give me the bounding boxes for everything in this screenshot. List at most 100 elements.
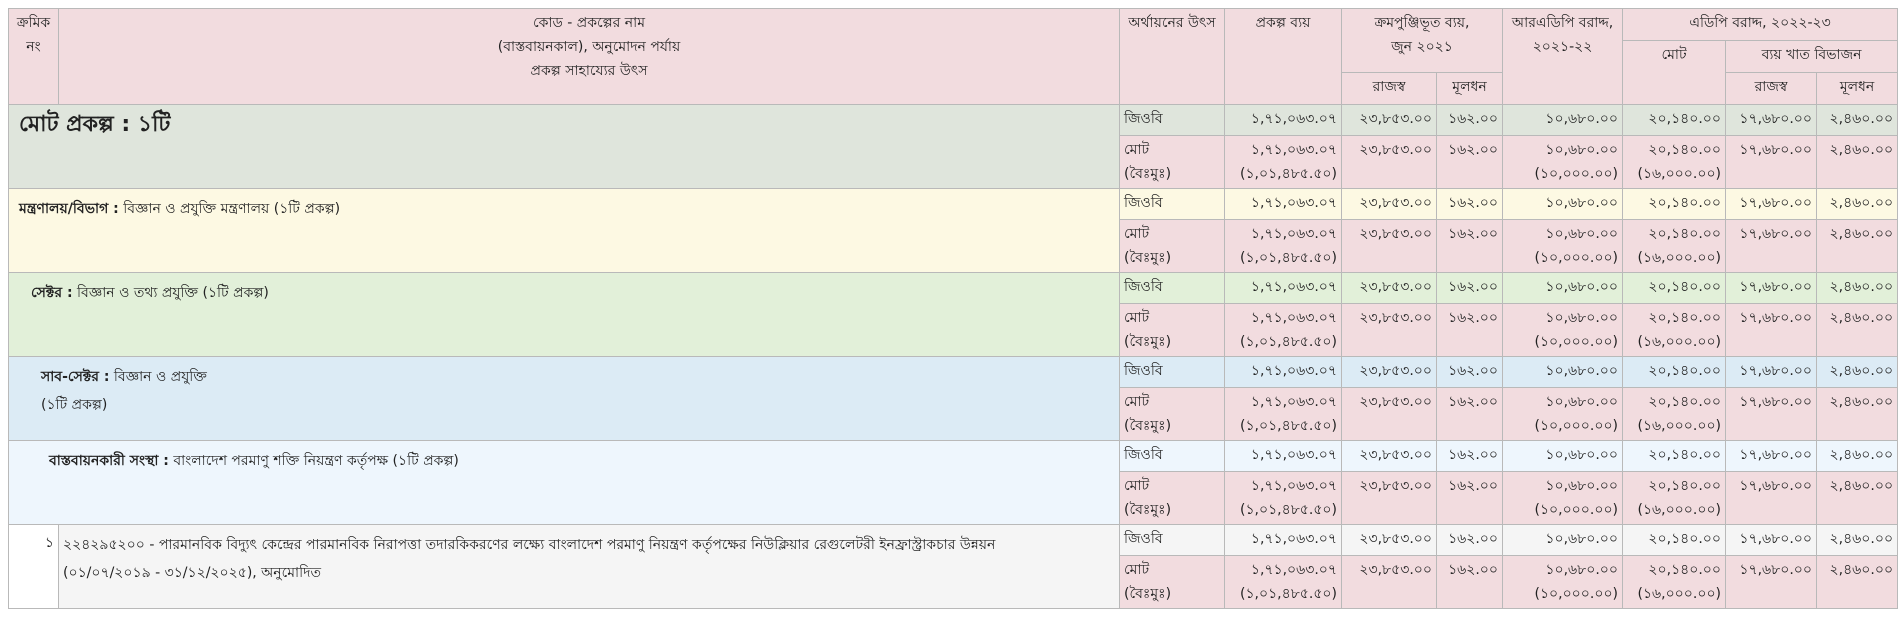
value-text: ২৩,৮৫৩.০০ [1359, 363, 1432, 379]
value-text: ১০,৬৮০.০০ [1545, 226, 1619, 242]
header-revenue: রাজস্ব [1341, 72, 1437, 105]
value-cell: ২,৪৬০.০০ [1816, 188, 1899, 220]
value-text: ১৭,৬৮০.০০ [1739, 226, 1813, 242]
label-line: (১টি প্রকল্প) [41, 391, 1115, 419]
section-label: সেক্টর : বিজ্ঞান ও তথ্য প্রযুক্তি (১টি প… [8, 272, 1120, 357]
header-text: ক্রমিক [16, 15, 51, 31]
value-text: ২,৪৬০.০০ [1829, 195, 1894, 211]
table-row: ১ ২২৪২৯৫২০০ - পারমানবিক বিদ্যুৎ কেন্দ্রের… [8, 524, 1899, 609]
value-text: ১৭,৬৮০.০০ [1739, 111, 1813, 127]
header-row: ক্রমিক নং কোড - প্রকল্পের নাম (বাস্তবায়নক… [8, 8, 1899, 105]
header-revenue: রাজস্ব [1725, 72, 1818, 105]
source-text: মোট [1124, 310, 1150, 326]
value-text: ১৬২.০০ [1448, 363, 1499, 379]
value-text: ২৩,৮৫৩.০০ [1359, 394, 1432, 410]
value-text: ২৩,৮৫৩.০০ [1359, 531, 1432, 547]
source-text: জিওবি [1124, 363, 1163, 379]
source-cell: মোট (বৈঃমুঃ) [1119, 387, 1225, 441]
header-text: ক্রমপুঞ্জিভূত ব্যয়, [1374, 15, 1470, 31]
value-text: ২০,১৪০.০০ [1648, 226, 1722, 242]
value-text: ২,৪৬০.০০ [1829, 226, 1894, 242]
header-adp-total: মোট [1622, 40, 1727, 105]
value-text: (১৬,০০০.০০) [1637, 334, 1722, 350]
value-text: ২৩,৮৫৩.০০ [1359, 195, 1432, 211]
value-text: ২০,১৪০.০০ [1648, 394, 1722, 410]
value-cell: ২,৪৬০.০০ [1816, 356, 1899, 388]
value-cell: ২০,১৪০.০০ (১৬,০০০.০০) [1622, 135, 1727, 189]
value-text: ১,৭১,০৬৩.০৭ [1250, 562, 1337, 578]
value-cell: ১৭,৬৮০.০০ [1725, 303, 1818, 357]
value-cell: ২০,১৪০.০০ [1622, 524, 1727, 556]
label-prefix: বাস্তবায়নকারী সংস্থা : [49, 453, 169, 469]
source-cell: মোট (বৈঃমুঃ) [1119, 471, 1225, 525]
value-text: ১৭,৬৮০.০০ [1739, 195, 1813, 211]
value-text: (১৬,০০০.০০) [1637, 418, 1722, 434]
value-cell: ১৬২.০০ [1435, 272, 1504, 304]
label-line: (০১/০৭/২০১৯ - ৩১/১২/২০২৫), অনুমোদিত [63, 559, 1115, 587]
value-cell: ২৩,৮৫৩.০০ [1341, 188, 1437, 220]
value-cell: ২০,১৪০.০০ [1622, 104, 1727, 136]
value-cell: ১,৭১,০৬৩.০৭ [1224, 272, 1342, 304]
value-cell: ১৬২.০০ [1435, 219, 1504, 273]
value-text: ২০,১৪০.০০ [1648, 562, 1722, 578]
value-cell: ১৭,৬৮০.০০ [1725, 555, 1818, 609]
table-row: মোট (বৈঃমুঃ) ১,৭১,০৬৩.০৭ (১,০১,৪৮৫.৫০) ২৩,৮৫… [9, 219, 1899, 273]
source-text: মোট [1124, 478, 1150, 494]
value-cell: ১,৭১,০৬৩.০৭ (১,০১,৪৮৫.৫০) [1224, 471, 1342, 525]
value-text: ২০,১৪০.০০ [1648, 531, 1722, 547]
value-text: ২,৪৬০.০০ [1829, 279, 1894, 295]
value-cell: ১৬২.০০ [1435, 524, 1504, 556]
value-text: ২৩,৮৫৩.০০ [1359, 562, 1432, 578]
value-text: ১০,৬৮০.০০ [1545, 531, 1619, 547]
value-cell: ১০,৬৮০.০০ (১০,০০০.০০) [1502, 135, 1624, 189]
header-project: কোড - প্রকল্পের নাম (বাস্তবায়নকাল), অনুম… [58, 8, 1120, 105]
value-cell: ১৬২.০০ [1435, 303, 1504, 357]
table-row: সেক্টর : বিজ্ঞান ও তথ্য প্রযুক্তি (১টি প… [8, 272, 1899, 357]
value-cell: ১৬২.০০ [1435, 135, 1504, 189]
value-text: ১৭,৬৮০.০০ [1739, 142, 1813, 158]
value-text: ১৭,৬৮০.০০ [1739, 394, 1813, 410]
value-text: ১০,৬৮০.০০ [1545, 478, 1619, 494]
value-cell: ১,৭১,০৬৩.০৭ [1224, 104, 1342, 136]
value-text: ১৬২.০০ [1448, 195, 1499, 211]
value-text: ১৬২.০০ [1448, 394, 1499, 410]
value-cell: ১৬২.০০ [1435, 387, 1504, 441]
value-cell: ২০,১৪০.০০ (১৬,০০০.০০) [1622, 303, 1727, 357]
value-cell: ১০,৬৮০.০০ [1502, 356, 1624, 388]
value-cell: ২০,১৪০.০০ (১৬,০০০.০০) [1622, 219, 1727, 273]
source-text: মোট [1124, 142, 1150, 158]
value-text: ১৭,৬৮০.০০ [1739, 562, 1813, 578]
label-text: বিজ্ঞান ও তথ্য প্রযুক্তি (১টি প্রকল্প) [77, 285, 269, 301]
table-row: বাস্তবায়নকারী সংস্থা : বাংলাদেশ পরমাণু … [8, 440, 1899, 525]
source-text: জিওবি [1124, 279, 1163, 295]
value-text: ১,৭১,০৬৩.০৭ [1250, 447, 1337, 463]
value-text: ১৬২.০০ [1448, 111, 1499, 127]
value-cell: ১,৭১,০৬৩.০৭ [1224, 524, 1342, 556]
value-text: ২৩,৮৫৩.০০ [1359, 111, 1432, 127]
source-cell: মোট (বৈঃমুঃ) [1119, 555, 1225, 609]
source-cell: জিওবি [1119, 104, 1225, 136]
section-label: মন্ত্রণালয়/বিভাগ : বিজ্ঞান ও প্রযুক্তি … [8, 188, 1120, 273]
value-cell: ১৭,৬৮০.০০ [1725, 219, 1818, 273]
section-label: মোট প্রকল্প : ১টি [8, 104, 1120, 189]
header-capital: মূলধন [1816, 72, 1899, 105]
value-cell: ২০,১৪০.০০ (১৬,০০০.০০) [1622, 471, 1727, 525]
value-cell: ১০,৬৮০.০০ (১০,০০০.০০) [1502, 471, 1624, 525]
value-cell: ১,৭১,০৬৩.০৭ (১,০১,৪৮৫.৫০) [1224, 219, 1342, 273]
value-cell: ১,৭১,০৬৩.০৭ (১,০১,৪৮৫.৫০) [1224, 555, 1342, 609]
value-cell: ১,৭১,০৬৩.০৭ (১,০১,৪৮৫.৫০) [1224, 387, 1342, 441]
value-cell: ২৩,৮৫৩.০০ [1341, 303, 1437, 357]
value-text: (১,০১,৪৮৫.৫০) [1240, 586, 1337, 602]
value-text: ২,৪৬০.০০ [1829, 531, 1894, 547]
value-cell: ২,৪৬০.০০ [1816, 303, 1899, 357]
value-cell: ১৭,৬৮০.০০ [1725, 356, 1818, 388]
value-cell: ২০,১৪০.০০ [1622, 440, 1727, 472]
section-label: ২২৪২৯৫২০০ - পারমানবিক বিদ্যুৎ কেন্দ্রের … [58, 524, 1120, 609]
value-text: (১০,০০০.০০) [1534, 250, 1619, 266]
value-text: ২,৪৬০.০০ [1829, 562, 1894, 578]
value-cell: ২৩,৮৫৩.০০ [1341, 440, 1437, 472]
value-cell: ১০,৬৮০.০০ (১০,০০০.০০) [1502, 219, 1624, 273]
source-text: (বৈঃমুঃ) [1124, 418, 1172, 434]
value-text: ১,৭১,০৬৩.০৭ [1250, 394, 1337, 410]
